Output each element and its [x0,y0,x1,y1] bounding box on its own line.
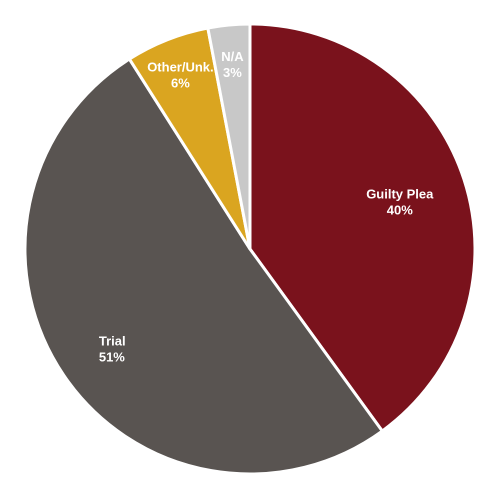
pie-slices [23,22,477,476]
pie-label-percent: 6% [171,75,190,90]
pie-label-name: N/A [221,49,244,64]
pie-slice-n-a [206,22,252,251]
pie-slice-guilty-plea [248,22,477,433]
pie-label-name: Other/Unk. [147,59,213,74]
pie-label-guilty-plea: Guilty Plea 40% [366,186,434,217]
pie-label-n-a: N/A 3% [221,49,244,80]
pie-slice-trial [23,57,384,476]
pie-label-name: Guilty Plea [366,186,434,201]
pie-label-trial: Trial 51% [99,334,126,365]
pie-label-name: Trial [99,334,126,349]
pie-label-percent: 51% [99,350,125,365]
pie-labels: Guilty Plea 40% Trial 51% Other/Unk. 6% N/A 3% [99,49,434,365]
pie-label-percent: 3% [223,65,242,80]
pie-label-other-unk: Other/Unk. 6% [147,59,213,90]
pie-label-percent: 40% [387,202,413,217]
